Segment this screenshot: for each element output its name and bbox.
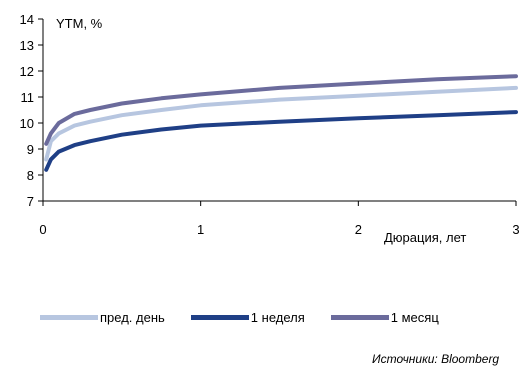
legend-item-2: 1 неделя xyxy=(190,310,305,325)
legend-item-3: 1 месяц xyxy=(330,310,439,325)
legend: пред. день 1 неделя 1 месяц xyxy=(40,310,465,325)
legend-item-1: пред. день xyxy=(40,310,165,325)
y-tick-label: 9 xyxy=(27,142,34,157)
series-line-1 xyxy=(44,85,518,162)
legend-swatch xyxy=(330,315,389,320)
x-tick-label: 1 xyxy=(197,222,204,237)
y-tick-label: 10 xyxy=(20,116,34,131)
axes-layer xyxy=(42,19,516,202)
legend-label: 1 неделя xyxy=(250,310,305,325)
legend-label: 1 месяц xyxy=(390,310,439,325)
legend-swatch xyxy=(40,315,98,320)
x-tick-label: 3 xyxy=(512,222,519,237)
y-tick-label: 11 xyxy=(21,90,35,105)
y-tick-label: 12 xyxy=(20,64,34,79)
y-tick-label: 7 xyxy=(27,194,34,209)
x-axis-title: Дюрация, лет xyxy=(384,230,466,245)
y-axis-title: YTM, % xyxy=(56,16,103,31)
y-tick-label: 8 xyxy=(27,168,34,183)
x-tick-label: 2 xyxy=(355,222,362,237)
source-note: Источники: Bloomberg xyxy=(372,352,500,366)
legend-label: пред. день xyxy=(100,310,165,325)
series-line-3 xyxy=(44,74,518,146)
series-layer xyxy=(44,74,518,172)
x-tick-label: 0 xyxy=(39,222,46,237)
y-tick-label: 13 xyxy=(20,38,34,53)
y-tick-label: 14 xyxy=(20,12,34,27)
series-line-2 xyxy=(44,110,518,172)
legend-swatch xyxy=(190,315,249,320)
